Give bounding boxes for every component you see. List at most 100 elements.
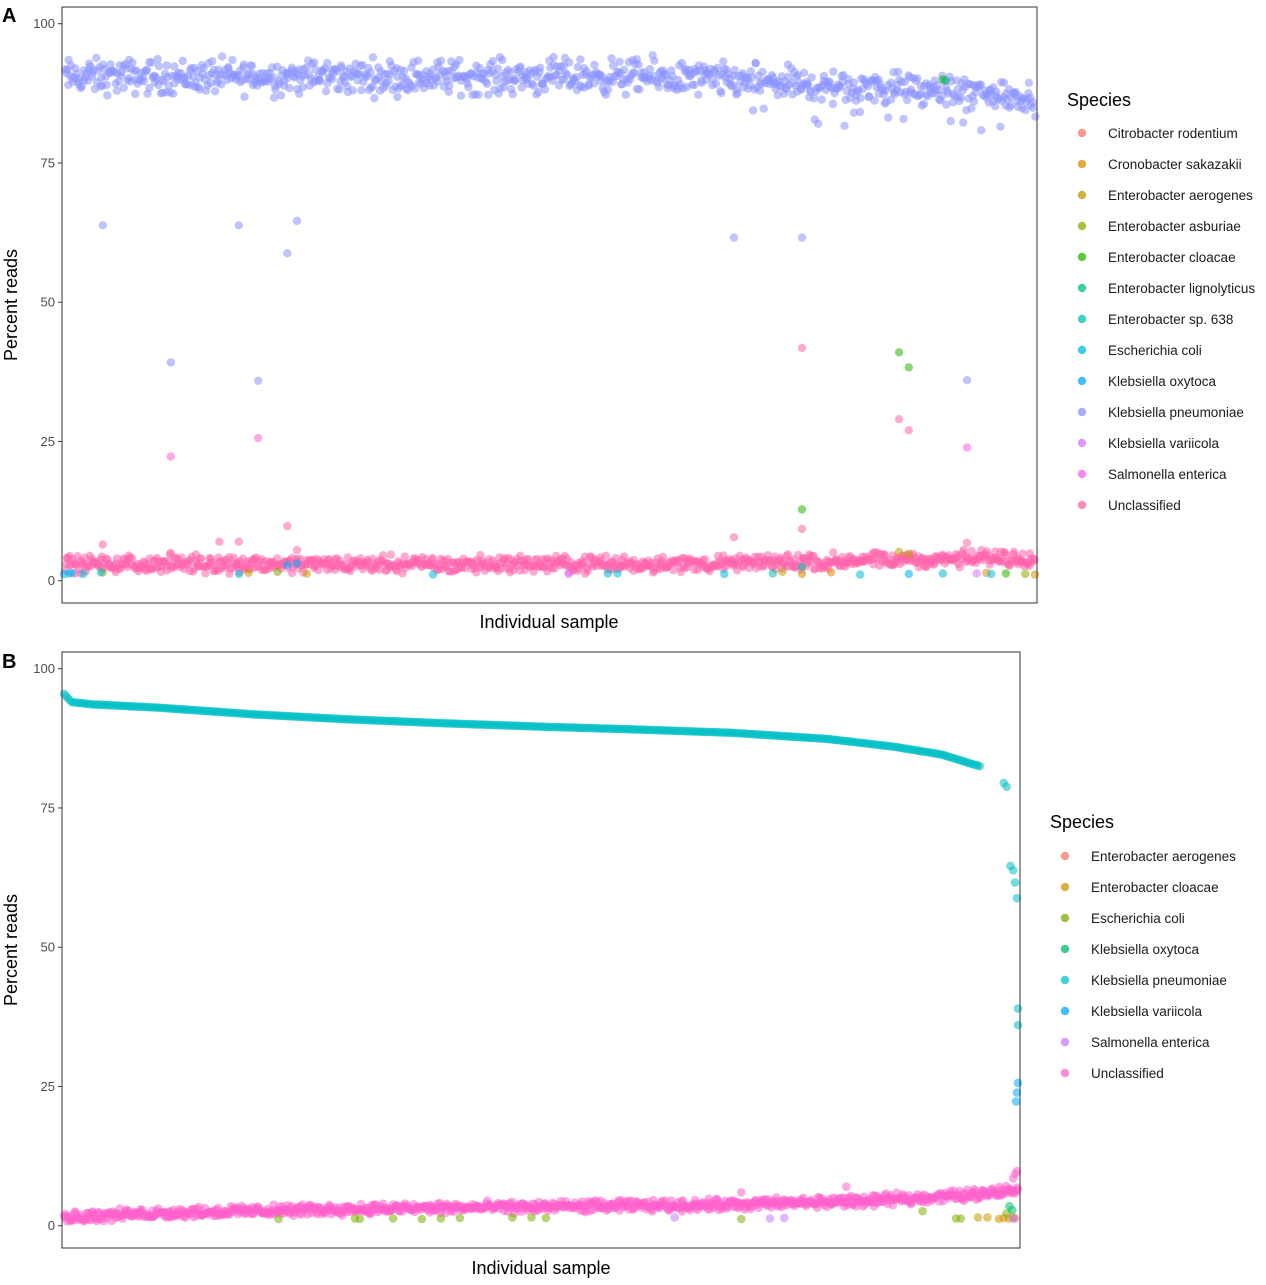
point-escherichia-coli <box>938 569 947 578</box>
point-klebsiella-pneumoniae <box>751 59 760 68</box>
y-tick-label: 100 <box>33 661 55 676</box>
point-klebsiella-pneumoniae <box>603 85 613 94</box>
point-klebsiella-pneumoniae <box>247 61 257 70</box>
legend-label-klebsiella-oxytoca: Klebsiella oxytoca <box>1091 942 1200 957</box>
legend-label-escherichia-coli: Escherichia coli <box>1108 343 1202 358</box>
point-klebsiella-pneumoniae <box>536 63 545 72</box>
point-escherichia-coli <box>79 569 88 579</box>
point-unclassified <box>1030 555 1039 565</box>
y-axis-title-a: Percent reads <box>1 249 21 361</box>
point-klebsiella-pneumoniae <box>254 376 263 385</box>
panel-a-letter: A <box>2 5 16 27</box>
point-klebsiella-pneumoniae <box>1013 1004 1023 1013</box>
point-klebsiella-pneumoniae <box>269 93 279 102</box>
point-unclassified <box>842 1182 851 1191</box>
point-klebsiella-pneumoniae <box>492 76 501 86</box>
legend-key-enterobacter-lignolyticus <box>1077 283 1087 293</box>
point-salmonella-enterica <box>780 1213 789 1223</box>
point-cronobacter-sakazakii <box>1030 570 1040 579</box>
point-klebsiella-pneumoniae <box>98 221 108 230</box>
point-klebsiella-pneumoniae <box>178 56 187 66</box>
point-klebsiella-pneumoniae <box>758 67 767 77</box>
point-klebsiella-pneumoniae <box>1013 1020 1023 1030</box>
point-enterobacter-cloacae <box>1001 569 1011 578</box>
point-klebsiella-pneumoniae <box>464 82 473 92</box>
point-enterobacter-cloacae <box>797 505 807 514</box>
point-klebsiella-pneumoniae <box>729 233 739 242</box>
point-klebsiella-pneumoniae <box>629 69 638 78</box>
point-klebsiella-variicola <box>1013 1078 1023 1088</box>
point-unclassified <box>783 550 793 559</box>
point-klebsiella-pneumoniae <box>368 82 377 91</box>
point-escherichia-coli <box>274 1214 283 1224</box>
point-klebsiella-pneumoniae <box>650 56 659 65</box>
point-unclassified <box>386 550 396 559</box>
panel-a: A 0 25 50 75 100 Individual sample Percent r… <box>0 0 1266 640</box>
point-klebsiella-pneumoniae <box>218 52 227 61</box>
point-klebsiella-pneumoniae <box>634 60 643 69</box>
point-klebsiella-pneumoniae <box>119 83 128 93</box>
point-klebsiella-pneumoniae <box>573 62 582 72</box>
point-klebsiella-pneumoniae <box>748 106 758 115</box>
point-klebsiella-pneumoniae <box>590 60 599 70</box>
point-klebsiella-pneumoniae <box>999 78 1009 87</box>
point-klebsiella-pneumoniae <box>516 62 525 71</box>
legend-label-citrobacter-rodentium: Citrobacter rodentium <box>1108 126 1238 141</box>
point-escherichia-coli <box>956 1214 966 1223</box>
point-cronobacter-sakazakii <box>826 568 836 577</box>
point-klebsiella-pneumoniae <box>711 79 721 88</box>
point-klebsiella-pneumoniae <box>484 90 493 100</box>
point-klebsiella-pneumoniae <box>942 100 951 109</box>
point-enterobacter-sp-638 <box>797 562 807 571</box>
point-klebsiella-pneumoniae <box>323 58 332 68</box>
point-klebsiella-pneumoniae <box>992 87 1001 97</box>
point-klebsiella-pneumoniae <box>719 57 728 66</box>
point-escherichia-coli <box>455 1213 465 1223</box>
y-tick-label: 25 <box>41 434 55 449</box>
y-axis-title-b: Percent reads <box>1 894 21 1006</box>
point-klebsiella-pneumoniae <box>128 58 137 67</box>
point-unclassified <box>658 552 668 562</box>
legend-label-enterobacter-aerogenes: Enterobacter aerogenes <box>1091 849 1236 864</box>
point-klebsiella-pneumoniae <box>483 79 492 89</box>
plot-frame-b <box>61 651 1021 1249</box>
point-klebsiella-pneumoniae <box>444 87 453 97</box>
point-klebsiella-pneumoniae <box>488 56 498 66</box>
point-klebsiella-pneumoniae <box>228 55 237 65</box>
point-klebsiella-pneumoniae <box>295 89 304 99</box>
point-klebsiella-pneumoniae <box>755 86 765 95</box>
point-klebsiella-pneumoniae <box>414 56 423 65</box>
x-axis-title-a: Individual sample <box>479 612 618 632</box>
point-klebsiella-pneumoniae <box>1028 103 1038 113</box>
legend-label-cronobacter-sakazakii: Cronobacter sakazakii <box>1108 157 1242 172</box>
point-unclassified <box>669 565 678 575</box>
point-klebsiella-pneumoniae <box>849 108 859 117</box>
point-klebsiella-pneumoniae <box>166 358 175 367</box>
point-klebsiella-pneumoniae <box>589 79 599 88</box>
point-unclassified <box>904 426 913 435</box>
point-salmonella-enterica <box>670 1213 679 1222</box>
legend-key-enterobacter-aerogenes <box>1060 851 1070 861</box>
legend-key-citrobacter-rodentium <box>1077 128 1087 138</box>
point-klebsiella-oxytoca <box>59 569 69 579</box>
point-klebsiella-pneumoniae <box>946 116 955 126</box>
legend-key-escherichia-coli <box>1077 345 1087 355</box>
legend-key-enterobacter-cloacae <box>1060 882 1070 892</box>
point-klebsiella-pneumoniae <box>977 126 986 135</box>
point-klebsiella-pneumoniae <box>645 64 655 74</box>
point-klebsiella-pneumoniae <box>1008 866 1018 875</box>
legend-key-enterobacter-cloacae <box>1077 252 1087 262</box>
point-unclassified <box>215 537 224 546</box>
y-tick-label: 75 <box>41 155 55 170</box>
point-klebsiella-pneumoniae <box>168 89 178 98</box>
legend-key-salmonella-enterica <box>1077 469 1087 479</box>
point-klebsiella-pneumoniae <box>315 77 325 86</box>
point-enterobacter-cloacae <box>983 1213 992 1222</box>
point-salmonella-enterica <box>962 443 972 452</box>
point-klebsiella-pneumoniae <box>474 90 483 100</box>
point-klebsiella-pneumoniae <box>855 107 865 117</box>
legend-key-enterobacter-aerogenes <box>1077 190 1087 200</box>
y-tick-label: 0 <box>48 573 55 588</box>
point-klebsiella-pneumoniae <box>967 104 976 113</box>
point-escherichia-coli <box>856 570 865 579</box>
